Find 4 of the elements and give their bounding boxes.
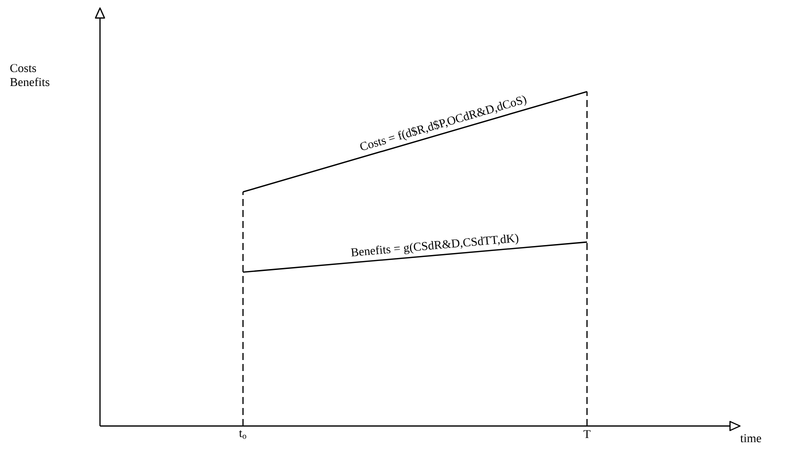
x-tick-label: t$_{o}$ <box>239 430 246 439</box>
x-axis-title: time <box>740 434 762 442</box>
y-axis-title: Costs Benefits <box>10 64 50 86</box>
x-tick-label: T <box>584 430 590 438</box>
